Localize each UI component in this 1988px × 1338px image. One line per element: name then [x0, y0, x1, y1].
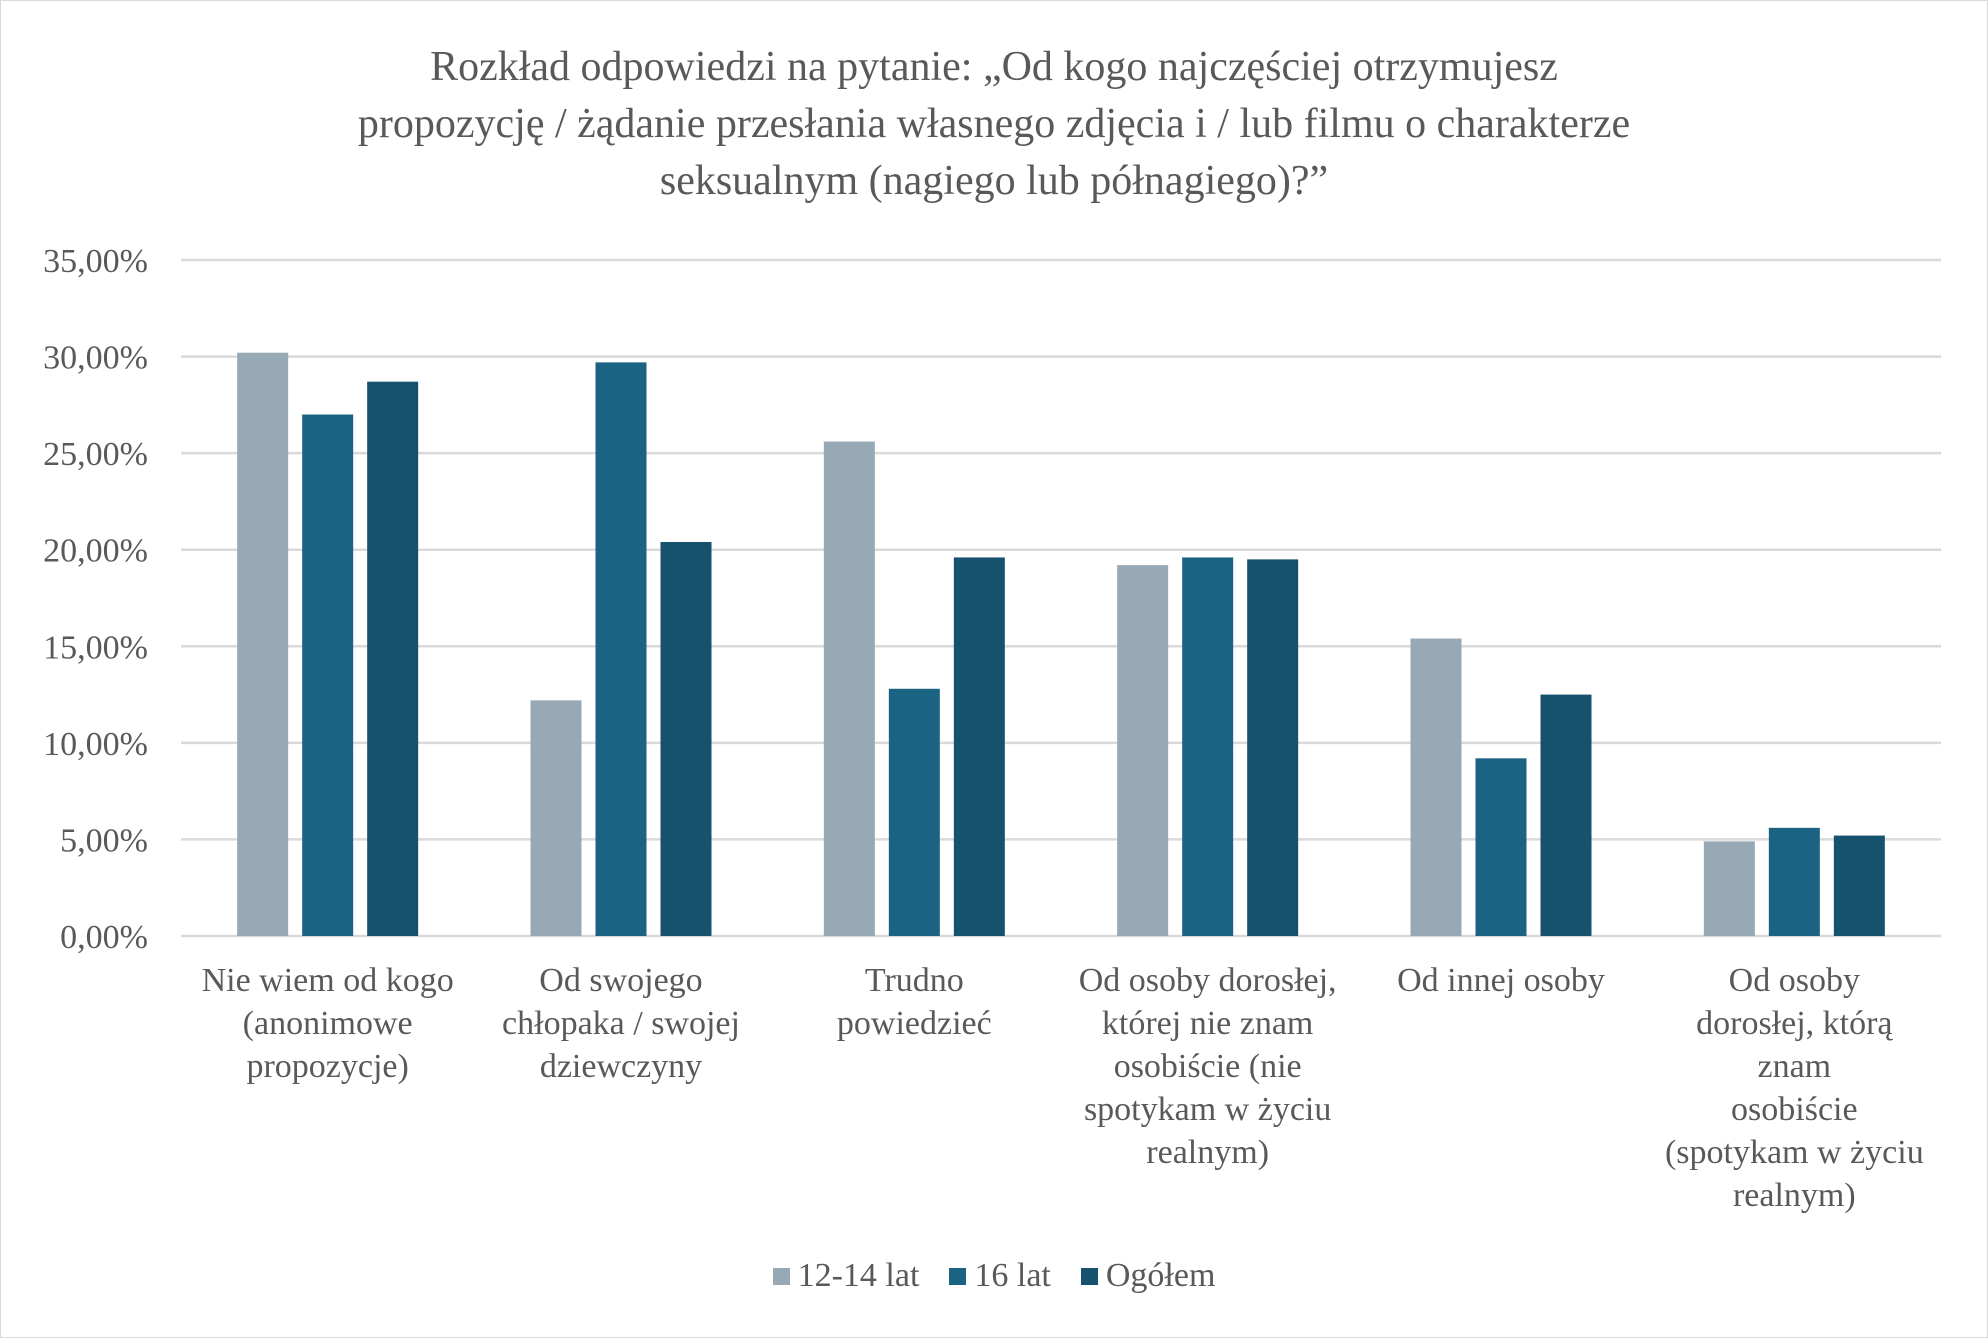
- legend-swatch: [1080, 1267, 1098, 1285]
- x-category-label-line: Trudno: [864, 962, 964, 999]
- bar-ogółem: [1247, 559, 1299, 936]
- x-category-label-line: dorosłej, którą: [1696, 1005, 1893, 1042]
- bar-16-lat: [888, 688, 940, 936]
- x-category-label-line: chłopaka / swojej: [502, 1005, 740, 1042]
- x-category-label-line: spotykam w życiu: [1083, 1091, 1332, 1128]
- x-category-label-line: Od osoby: [1728, 962, 1860, 999]
- bar-12-14-lat: [530, 700, 582, 936]
- bar-12-14-lat: [1410, 638, 1462, 936]
- y-tick-label: 0,00%: [60, 919, 148, 956]
- legend-label: Ogółem: [1105, 1257, 1216, 1294]
- bar-16-lat: [302, 414, 354, 936]
- legend-label: 12-14 lat: [797, 1257, 920, 1294]
- x-category-label-line: (spotykam w życiu: [1664, 1134, 1924, 1171]
- bar-16-lat: [1475, 758, 1527, 936]
- chart-title-line: Rozkład odpowiedzi na pytanie: „Od kogo …: [430, 44, 1558, 90]
- bar-ogółem: [1833, 835, 1885, 936]
- chart-title-line: propozycję / żądanie przesłania własnego…: [357, 101, 1631, 147]
- bar-12-14-lat: [823, 441, 875, 936]
- x-category-label-line: osobiście (nie: [1113, 1048, 1302, 1085]
- x-category-label-line: realnym): [1732, 1177, 1856, 1214]
- bar-12-14-lat: [1117, 565, 1169, 936]
- x-category-label-line: propozycje): [246, 1048, 409, 1085]
- x-category-label-line: Od osoby dorosłej,: [1078, 962, 1337, 999]
- bar-16-lat: [1768, 827, 1820, 936]
- x-category-label-line: której nie znam: [1101, 1005, 1314, 1042]
- x-category-label-line: realnym): [1146, 1134, 1270, 1171]
- legend-item: 12-14 lat: [772, 1257, 920, 1295]
- legend: 12-14 lat 16 lat Ogółem: [1, 1257, 1987, 1295]
- x-category-label: Od swojego chłopaka / swojej dziewczyny: [476, 959, 766, 1088]
- bar-ogółem: [367, 381, 419, 936]
- x-category-label: Nie wiem od kogo (anonimowe propozycje): [183, 959, 473, 1088]
- bar-16-lat: [595, 362, 647, 936]
- bar-ogółem: [953, 557, 1005, 936]
- y-tick-label: 30,00%: [43, 340, 148, 377]
- y-tick-label: 5,00%: [60, 822, 148, 859]
- x-category-label-line: osobiście: [1731, 1091, 1858, 1128]
- legend-swatch: [949, 1267, 967, 1285]
- x-category-label-line: powiedzieć: [836, 1005, 992, 1042]
- x-category-label-line: dziewczyny: [539, 1048, 703, 1085]
- legend-item: Ogółem: [1080, 1257, 1216, 1295]
- x-category-label-line: Od innej osoby: [1397, 962, 1605, 999]
- y-tick-label: 15,00%: [43, 629, 148, 666]
- legend-label: 16 lat: [974, 1257, 1051, 1294]
- chart-title-line: seksualnym (nagiego lub półnagiego)?”: [659, 158, 1329, 204]
- y-tick-label: 35,00%: [43, 243, 148, 280]
- bar-ogółem: [660, 541, 712, 936]
- x-category-label-line: (anonimowe: [242, 1005, 413, 1042]
- legend-swatch: [772, 1267, 790, 1285]
- legend-item: 16 lat: [949, 1257, 1051, 1295]
- x-category-label: Trudno powiedzieć: [769, 959, 1059, 1045]
- bar-12-14-lat: [237, 352, 289, 936]
- x-category-label-line: Nie wiem od kogo: [201, 962, 454, 999]
- bar-ogółem: [1540, 694, 1592, 936]
- y-tick-label: 10,00%: [43, 726, 148, 763]
- x-category-label: Od innej osoby: [1356, 959, 1646, 1002]
- y-tick-label: 25,00%: [43, 436, 148, 473]
- x-category-label-line: znam: [1757, 1048, 1832, 1085]
- x-category-label: Od osoby dorosłej, którą znam osobiście (spo…: [1649, 959, 1939, 1217]
- y-tick-label: 20,00%: [43, 533, 148, 570]
- x-category-label: Od osoby dorosłej, której nie znam osobiśc…: [1063, 959, 1353, 1174]
- chart-title: Rozkład odpowiedzi na pytanie: „Od kogo …: [1, 39, 1987, 210]
- x-category-label-line: Od swojego: [539, 962, 703, 999]
- bar-12-14-lat: [1703, 841, 1755, 936]
- bar-16-lat: [1182, 557, 1234, 936]
